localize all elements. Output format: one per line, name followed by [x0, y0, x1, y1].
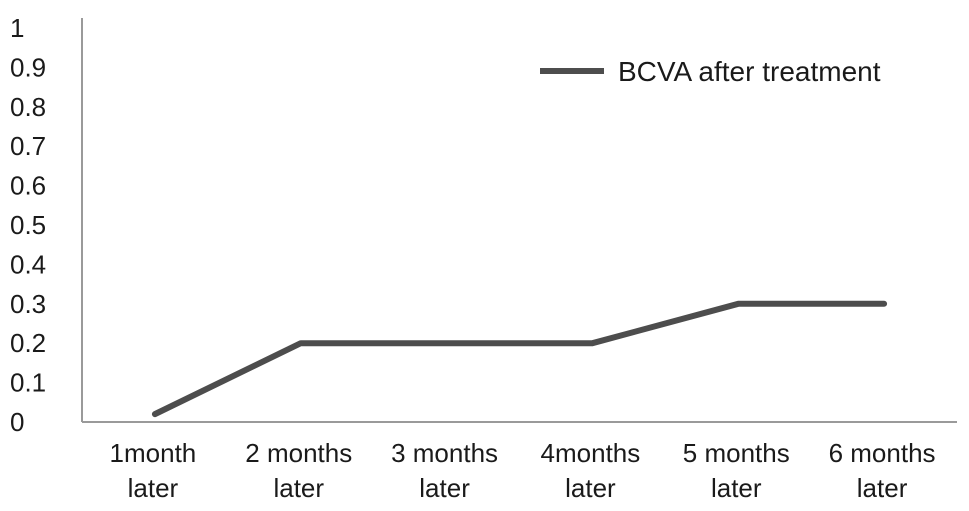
- x-tick-label-line: later: [128, 473, 179, 503]
- x-tick-label-line: later: [419, 473, 470, 503]
- y-tick-label: 0.2: [10, 328, 46, 358]
- y-tick-label: 0: [10, 407, 24, 437]
- y-tick-label: 0.5: [10, 210, 46, 240]
- x-tick-label-line: 6 months: [829, 438, 936, 468]
- x-tick-label-line: 1month: [110, 438, 197, 468]
- x-tick-label-line: later: [857, 473, 908, 503]
- x-tick-label-line: later: [711, 473, 762, 503]
- y-tick-label: 0.4: [10, 249, 46, 279]
- x-tick-label: 3 months later: [391, 438, 498, 503]
- series-lines: [151, 300, 888, 418]
- y-tick-label: 1: [10, 13, 24, 43]
- y-tick-label: 0.3: [10, 289, 46, 319]
- x-tick-label-line: 3 months: [391, 438, 498, 468]
- x-tick-label-line: later: [565, 473, 616, 503]
- x-tick-label-line: later: [273, 473, 324, 503]
- legend-label: BCVA after treatment: [618, 56, 881, 87]
- series-line: [151, 300, 888, 418]
- y-tick-label: 0.8: [10, 92, 46, 122]
- x-tick-label: 6 months later: [829, 438, 936, 503]
- x-tick-label: 2 months later: [245, 438, 352, 503]
- y-tick-label: 0.6: [10, 171, 46, 201]
- y-tick-label: 0.7: [10, 131, 46, 161]
- y-tick-label: 0.1: [10, 368, 46, 398]
- x-tick-label: 4months later: [541, 438, 641, 503]
- x-tick-label-line: 4months: [541, 438, 641, 468]
- x-tick-label: 5 months later: [683, 438, 790, 503]
- y-axis: 0 0.1 0.2 0.3 0.4 0.5 0.6 0.7 0.8 0.9 1: [10, 13, 83, 437]
- legend: BCVA after treatment: [540, 56, 881, 87]
- x-tick-label: 1month later: [110, 438, 197, 503]
- x-tick-label-line: 5 months: [683, 438, 790, 468]
- y-tick-label: 0.9: [10, 52, 46, 82]
- x-tick-label-line: 2 months: [245, 438, 352, 468]
